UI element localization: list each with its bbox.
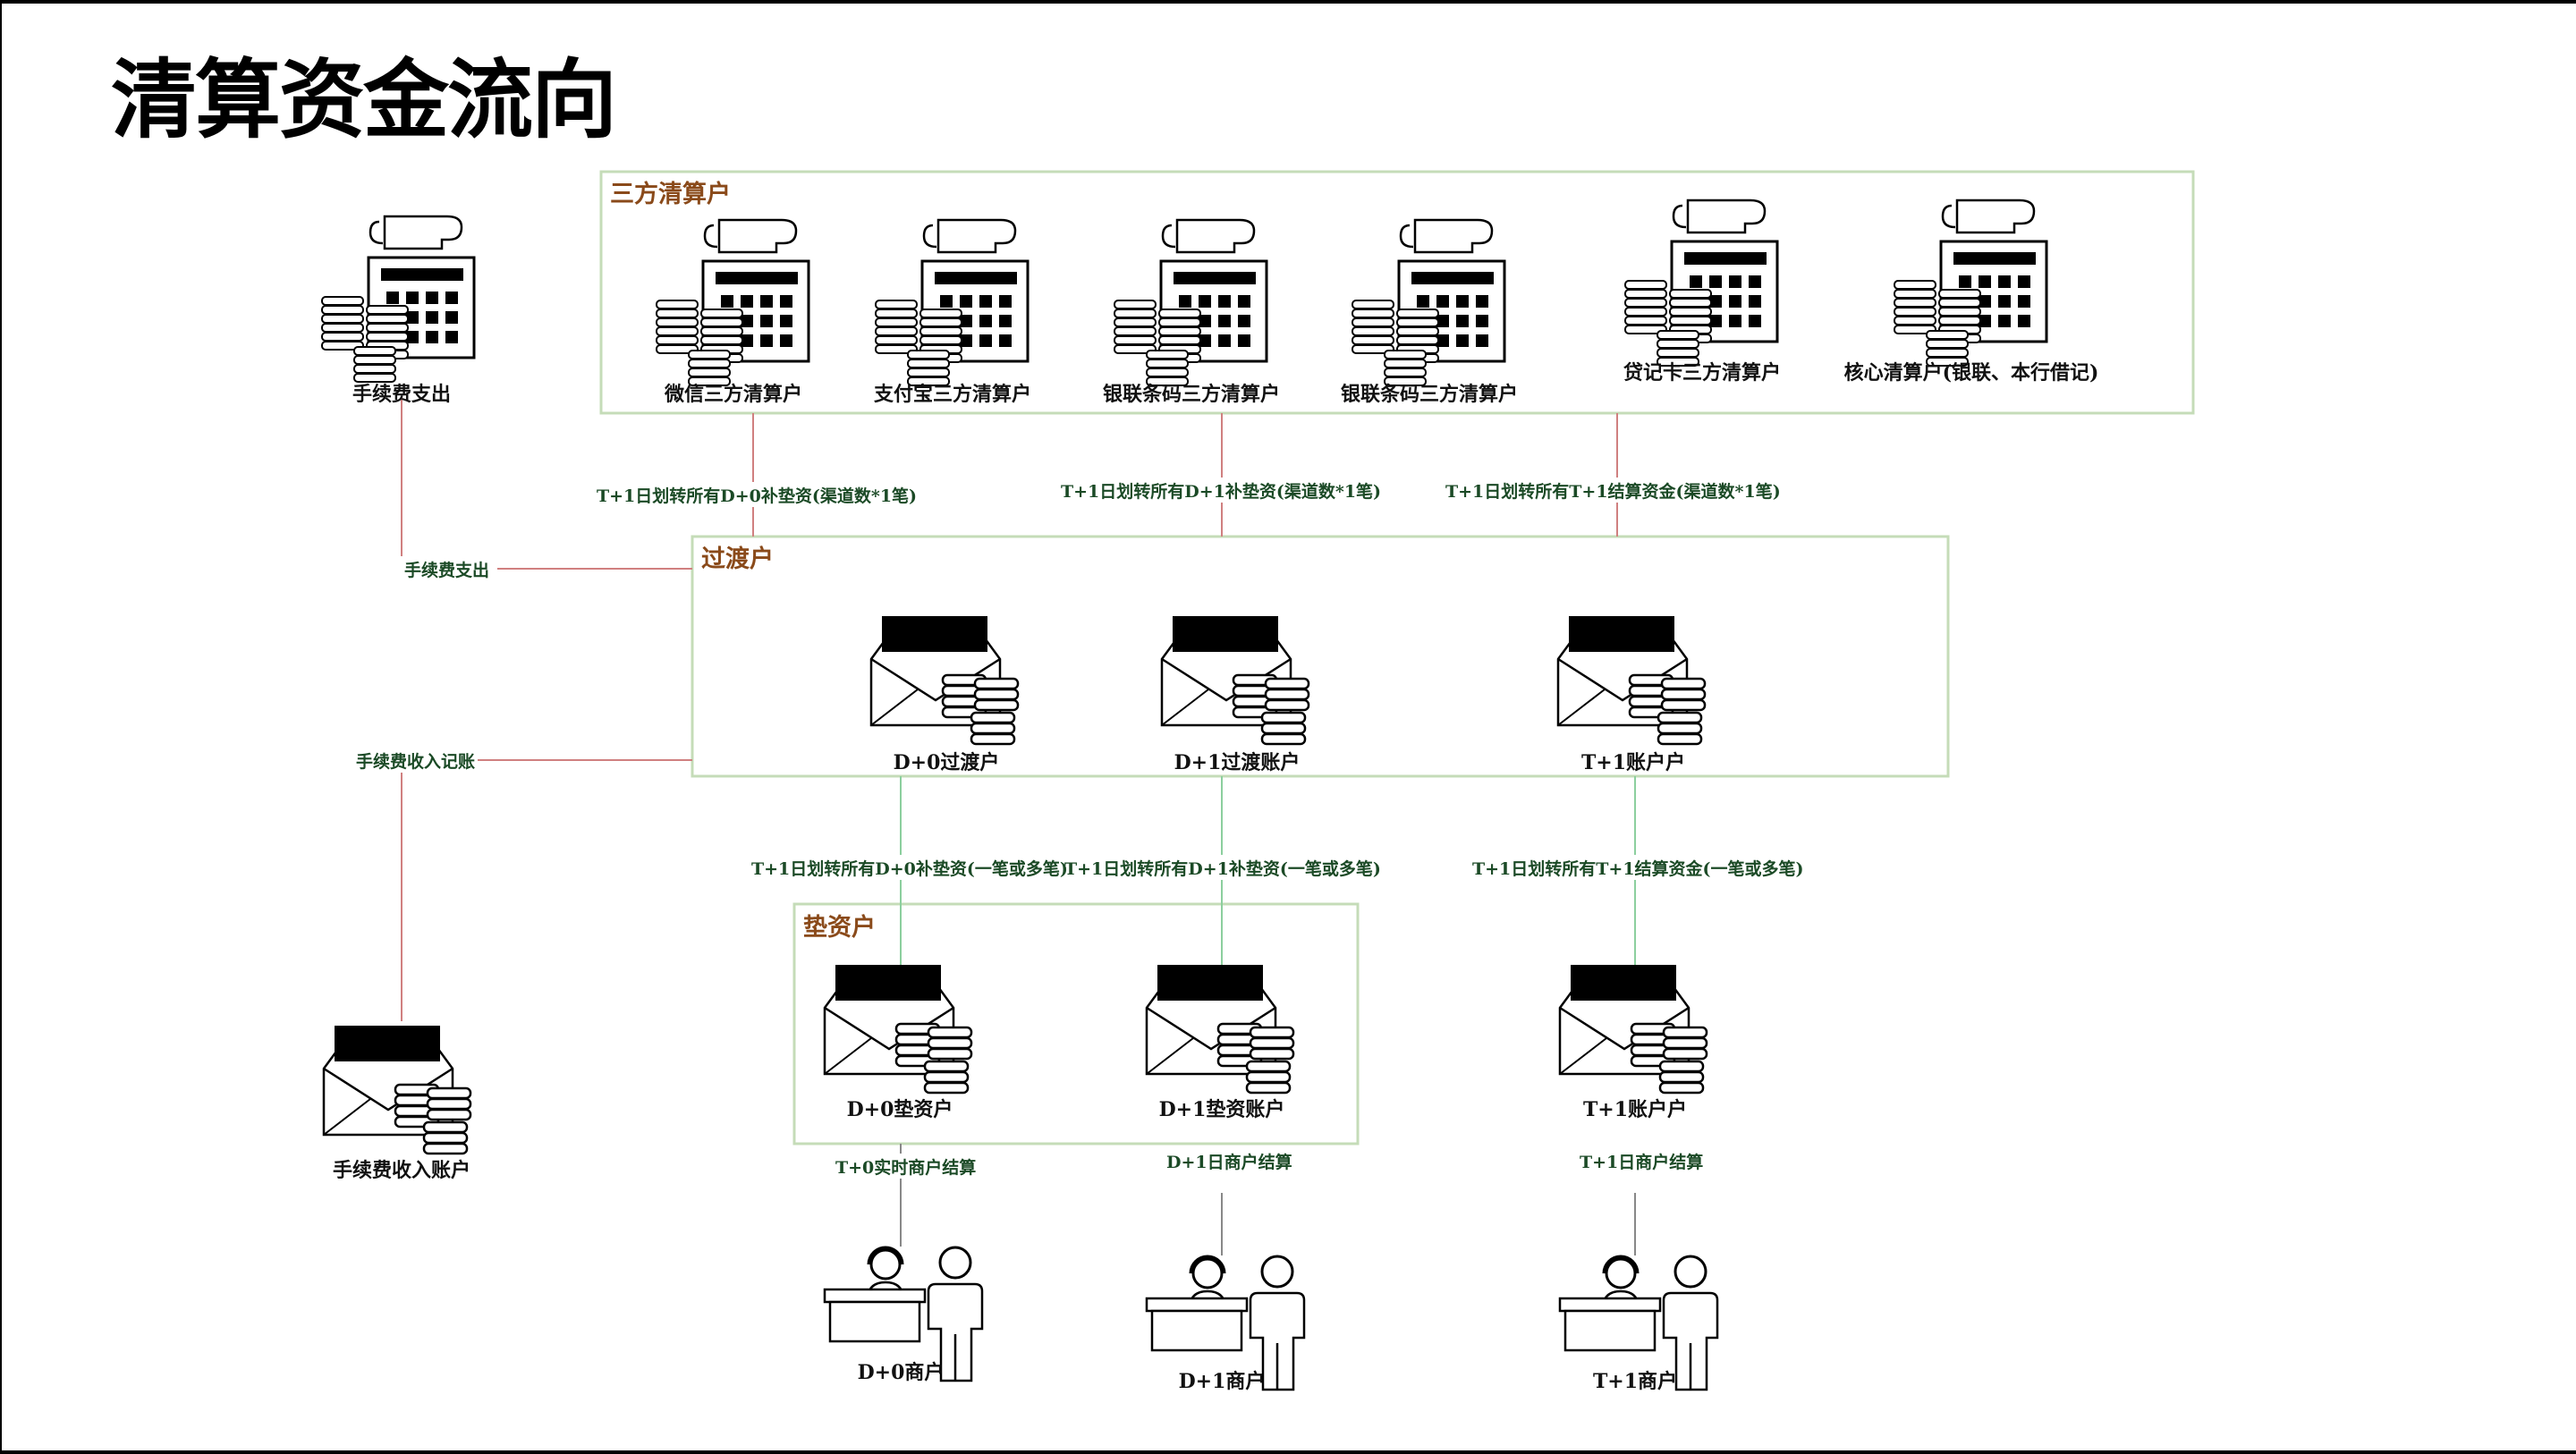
node-label-unionpay-qr-2: 银联条码三方清算户 bbox=[1341, 383, 1518, 406]
node-label-credit-card: 贷记卡三方清算户 bbox=[1623, 361, 1781, 385]
calculator-coins-icon bbox=[655, 218, 810, 387]
node-label-t1-merchant: T+1商户 bbox=[1593, 1370, 1677, 1393]
node-label-core: 核心清算户(银联、本行借记) bbox=[1844, 361, 2099, 385]
group-label-third-party: 三方清算户 bbox=[610, 180, 731, 208]
group-frame-transit bbox=[691, 535, 1950, 778]
group-frame-advance bbox=[792, 902, 1360, 1145]
calculator-coins-icon bbox=[1351, 218, 1506, 387]
calculator-coins-icon bbox=[1623, 199, 1779, 368]
node-label-d0-merchant: D+0商户 bbox=[858, 1361, 945, 1384]
node-label-d1-advance: D+1垫资账户 bbox=[1159, 1098, 1285, 1121]
envelope-coins-icon bbox=[823, 963, 973, 1095]
envelope-coins-icon bbox=[869, 614, 1020, 746]
edge-label-d1-settle: D+1日商户结算 bbox=[1166, 1152, 1292, 1172]
group-label-transit: 过渡户 bbox=[701, 545, 774, 573]
flow-diagram: 三方清算户 过渡户 垫资户 bbox=[320, 170, 2195, 1393]
group-label-advance: 垫资户 bbox=[803, 913, 876, 942]
node-label-d0-advance: D+0垫资户 bbox=[847, 1098, 953, 1121]
node-label-alipay: 支付宝三方清算户 bbox=[874, 383, 1031, 406]
edge-label-d1-transit-to-advance: T+1日划转所有D+1补垫资(一笔或多笔) bbox=[1064, 858, 1381, 879]
edge-label-d0-settle: T+0实时商户结算 bbox=[835, 1157, 976, 1178]
calculator-coins-icon bbox=[874, 218, 1030, 387]
node-label-d1-transit: D+1过渡账户 bbox=[1174, 751, 1301, 774]
node-label-unionpay-qr-1: 银联条码三方清算户 bbox=[1103, 383, 1280, 406]
node-label-fee-expense: 手续费支出 bbox=[352, 383, 451, 406]
envelope-coins-icon bbox=[1160, 614, 1310, 746]
edge-label-t1-settle: T+1日商户结算 bbox=[1580, 1152, 1703, 1172]
edge-label-t1-to-transit: T+1日划转所有T+1结算资金(渠道数*1笔) bbox=[1445, 481, 1781, 502]
edge-line-fee-income bbox=[401, 759, 692, 1021]
envelope-coins-icon bbox=[322, 1024, 472, 1155]
envelope-coins-icon bbox=[1145, 963, 1295, 1095]
page-title: 清算资金流向 bbox=[111, 50, 617, 150]
edge-label-t1-transit-to-account: T+1日划转所有T+1结算资金(一笔或多笔) bbox=[1472, 858, 1804, 879]
node-label-wechat: 微信三方清算户 bbox=[664, 383, 802, 406]
node-label-d0-transit: D+0过渡户 bbox=[894, 751, 1000, 774]
node-label-d1-merchant: D+1商户 bbox=[1179, 1370, 1266, 1393]
node-label-t1-account: T+1账户户 bbox=[1583, 1098, 1687, 1121]
node-label-t1-transit: T+1账户户 bbox=[1581, 751, 1685, 774]
node-label-fee-income: 手续费收入账户 bbox=[333, 1159, 470, 1182]
edge-label-d0-transit-to-advance: T+1日划转所有D+0补垫资(一笔或多笔) bbox=[751, 858, 1068, 879]
edge-label-fee-expense: 手续费支出 bbox=[404, 560, 489, 580]
edge-label-d0-to-transit: T+1日划转所有D+0补垫资(渠道数*1笔) bbox=[597, 486, 917, 506]
calculator-coins-icon bbox=[320, 215, 476, 384]
group-frame-third-party bbox=[599, 170, 2195, 415]
calculator-coins-icon bbox=[1893, 199, 2048, 368]
calculator-coins-icon bbox=[1113, 218, 1268, 387]
edge-label-fee-income: 手续费收入记账 bbox=[356, 751, 475, 772]
edge-label-d1-to-transit: T+1日划转所有D+1补垫资(渠道数*1笔) bbox=[1061, 481, 1381, 502]
envelope-coins-icon bbox=[1556, 614, 1707, 746]
envelope-coins-icon bbox=[1558, 963, 1708, 1095]
